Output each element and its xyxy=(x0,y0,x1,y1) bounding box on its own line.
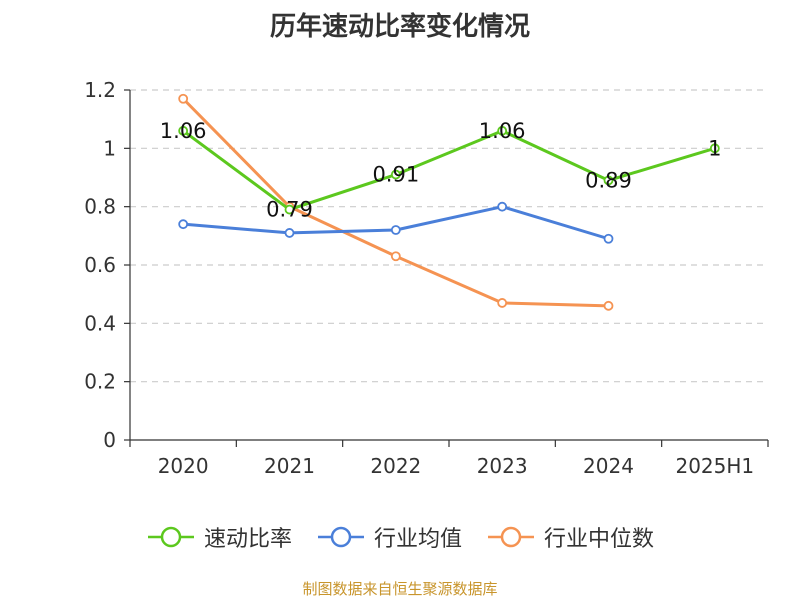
x-tick-label: 2022 xyxy=(370,454,421,478)
data-point xyxy=(603,233,614,244)
data-point xyxy=(284,204,295,215)
data-labels: 1.06 0.79 0.91 1.06 0.89 1 xyxy=(160,119,722,222)
data-point xyxy=(497,125,508,136)
data-point xyxy=(178,219,189,230)
x-tick-label: 2025H1 xyxy=(675,454,754,478)
data-point xyxy=(390,169,401,180)
data-label: 0.91 xyxy=(372,163,419,187)
y-tick-label: 0.8 xyxy=(84,195,116,219)
legend-label: 行业均值 xyxy=(373,527,462,552)
legend: 速动比率 行业均值 行业中位数 xyxy=(0,520,800,554)
data-point xyxy=(178,93,189,104)
data-label: 0.89 xyxy=(585,168,632,192)
data-point xyxy=(603,175,614,186)
data-point xyxy=(497,201,508,212)
legend-marker-icon xyxy=(488,526,534,548)
y-tick-label: 1 xyxy=(103,136,116,160)
x-tick-label: 2020 xyxy=(158,454,209,478)
data-label: 1.06 xyxy=(479,119,526,143)
y-tick-label: 0.2 xyxy=(84,370,116,394)
chart-title: 历年速动比率变化情况 xyxy=(269,12,530,42)
legend-item[interactable]: 行业中位数 xyxy=(486,521,654,553)
legend-item[interactable]: 行业均值 xyxy=(316,521,462,553)
legend-label: 行业中位数 xyxy=(544,527,655,552)
data-point xyxy=(178,125,189,136)
legend-item[interactable]: 速动比率 xyxy=(146,521,292,553)
legend-marker-icon xyxy=(317,526,364,548)
source-note: 制图数据来自恒生聚源数据库 xyxy=(302,580,498,598)
series-lines xyxy=(178,93,720,311)
data-label: 1 xyxy=(708,136,721,160)
series-line xyxy=(182,129,716,212)
axes: 0 0.2 0.4 0.6 0.8 1 1.2 2020 2021 2022 2023 2024 202… xyxy=(84,78,769,478)
y-tick-label: 1.2 xyxy=(84,78,116,102)
x-tick-label: 2023 xyxy=(477,454,528,478)
data-point xyxy=(390,225,401,235)
y-tick-label: 0.4 xyxy=(84,311,116,335)
data-label: 1.06 xyxy=(160,119,207,143)
data-label: 0.79 xyxy=(266,198,313,222)
x-tick-label: 2021 xyxy=(264,454,315,478)
series-line xyxy=(182,97,609,308)
y-tick-label: 0 xyxy=(103,428,116,452)
y-tick-label: 0.6 xyxy=(84,253,116,277)
gridlines xyxy=(130,89,768,383)
data-point xyxy=(284,228,295,238)
data-point xyxy=(497,298,508,308)
x-tick-label: 2024 xyxy=(583,454,634,478)
data-point xyxy=(390,251,401,262)
data-point xyxy=(603,300,614,311)
legend-marker-icon xyxy=(147,526,194,548)
legend-label: 速动比率 xyxy=(203,527,292,552)
data-point xyxy=(709,143,720,154)
